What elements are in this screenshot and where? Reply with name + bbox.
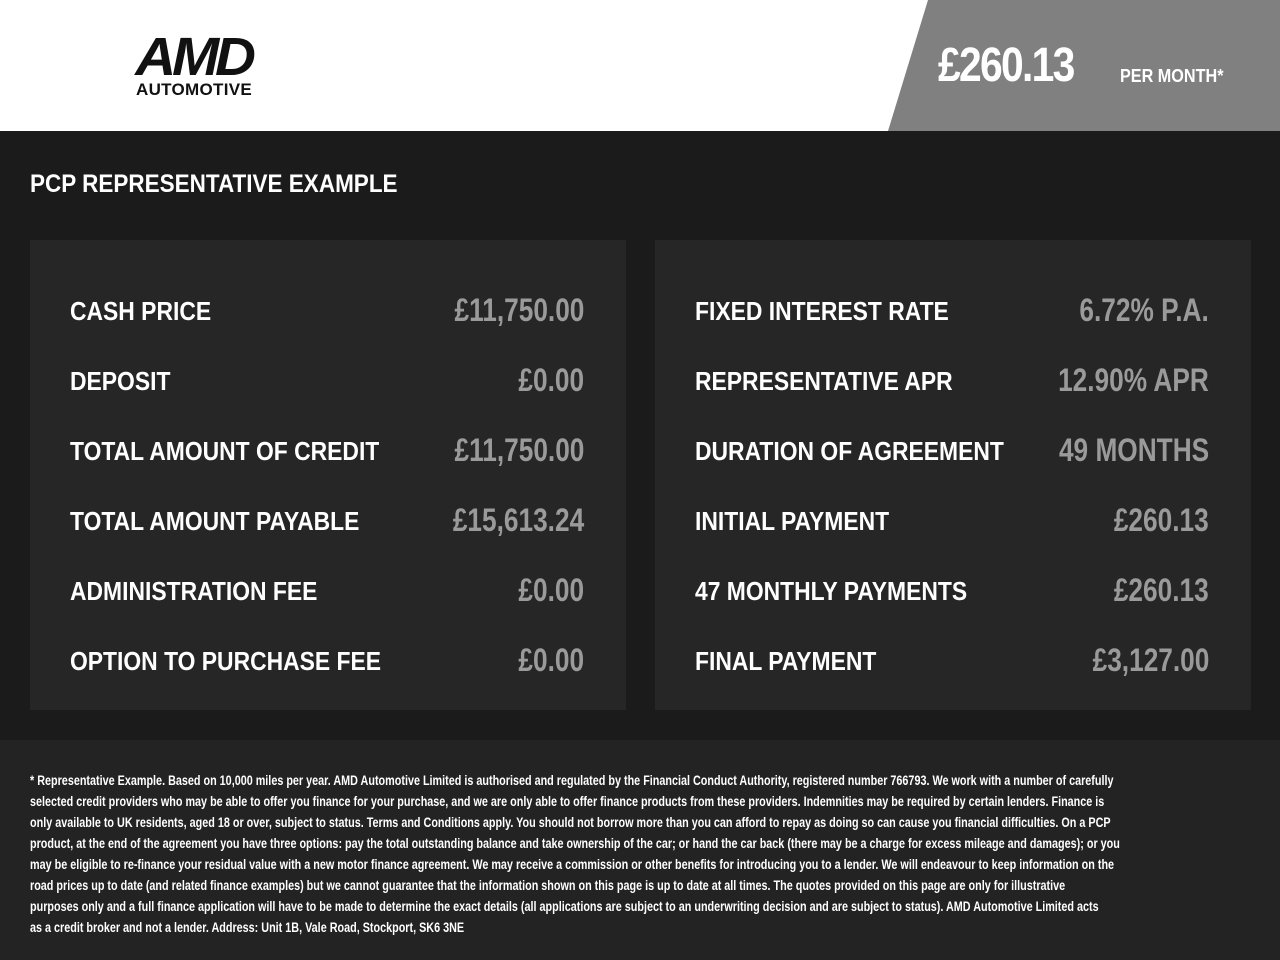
row-value: £260.13 — [1114, 502, 1209, 538]
finance-row: DEPOSIT £0.00 — [70, 358, 584, 398]
right-finance-panel: FIXED INTEREST RATE 6.72% P.A. REPRESENTA… — [655, 240, 1251, 710]
logo-subtext: AUTOMOTIVE — [136, 80, 253, 99]
disclaimer-footer: * Representative Example. Based on 10,00… — [0, 740, 1280, 960]
finance-row: TOTAL AMOUNT PAYABLE £15,613.24 — [70, 498, 584, 538]
row-value: £260.13 — [1114, 572, 1209, 608]
row-value: £15,613.24 — [452, 502, 584, 538]
row-label: INITIAL PAYMENT — [695, 506, 890, 536]
logo-text: AMD — [135, 27, 256, 87]
disclaimer-line: purposes only and a full finance applica… — [30, 899, 1099, 914]
finance-row: REPRESENTATIVE APR 12.90% APR — [695, 358, 1209, 398]
row-value: £11,750.00 — [454, 432, 584, 468]
finance-row: TOTAL AMOUNT OF CREDIT £11,750.00 — [70, 428, 584, 468]
row-label: TOTAL AMOUNT OF CREDIT — [70, 436, 380, 466]
section-title: PCP REPRESENTATIVE EXAMPLE — [30, 170, 398, 198]
disclaimer-line: only available to UK residents, aged 18 … — [30, 815, 1111, 830]
finance-row: OPTION TO PURCHASE FEE £0.00 — [70, 638, 584, 678]
row-value: £3,127.00 — [1092, 642, 1209, 678]
disclaimer-line: road prices up to date (and related fina… — [30, 878, 1066, 893]
row-value: £0.00 — [518, 362, 584, 398]
disclaimer-line: * Representative Example. Based on 10,00… — [30, 773, 1114, 788]
disclaimer-line: as a credit broker and not a lender. Add… — [30, 920, 465, 935]
row-value: £0.00 — [518, 572, 584, 608]
monthly-price: £260.13 — [938, 39, 1075, 92]
monthly-price-box: £260.13 PER MONTH* — [888, 0, 1280, 131]
row-value: 49 MONTHS — [1058, 432, 1209, 468]
disclaimer-text: * Representative Example. Based on 10,00… — [30, 770, 1120, 938]
header: AMD AUTOMOTIVE £260.13 PER MONTH* — [0, 0, 1280, 131]
row-value: 6.72% P.A. — [1079, 292, 1209, 328]
finance-row: CASH PRICE £11,750.00 — [70, 288, 584, 328]
left-finance-panel: CASH PRICE £11,750.00 DEPOSIT £0.00 TOTAL … — [30, 240, 626, 710]
row-value: £11,750.00 — [454, 292, 584, 328]
finance-row: FIXED INTEREST RATE 6.72% P.A. — [695, 288, 1209, 328]
finance-row: INITIAL PAYMENT £260.13 — [695, 498, 1209, 538]
row-label: CASH PRICE — [70, 296, 212, 326]
finance-row: ADMINISTRATION FEE £0.00 — [70, 568, 584, 608]
amd-automotive-logo[interactable]: AMD AUTOMOTIVE — [135, 27, 286, 100]
row-label: TOTAL AMOUNT PAYABLE — [70, 506, 360, 536]
row-label: OPTION TO PURCHASE FEE — [70, 646, 382, 676]
disclaimer-line: may be eligible to re-finance your resid… — [30, 857, 1115, 872]
row-label: FINAL PAYMENT — [695, 646, 877, 676]
row-label: REPRESENTATIVE APR — [695, 366, 953, 396]
row-label: 47 MONTHLY PAYMENTS — [695, 576, 968, 606]
row-value: 12.90% APR — [1058, 362, 1209, 398]
disclaimer-line: product, at the end of the agreement you… — [30, 836, 1120, 851]
row-label: FIXED INTEREST RATE — [695, 296, 949, 326]
finance-row: DURATION OF AGREEMENT 49 MONTHS — [695, 428, 1209, 468]
row-label: ADMINISTRATION FEE — [70, 576, 318, 606]
row-value: £0.00 — [518, 642, 584, 678]
disclaimer-line: selected credit providers who may be abl… — [30, 794, 1105, 809]
per-month-label: PER MONTH* — [1120, 66, 1224, 86]
row-label: DEPOSIT — [70, 366, 171, 396]
finance-row: 47 MONTHLY PAYMENTS £260.13 — [695, 568, 1209, 608]
row-label: DURATION OF AGREEMENT — [695, 436, 1004, 466]
finance-row: FINAL PAYMENT £3,127.00 — [695, 638, 1209, 678]
